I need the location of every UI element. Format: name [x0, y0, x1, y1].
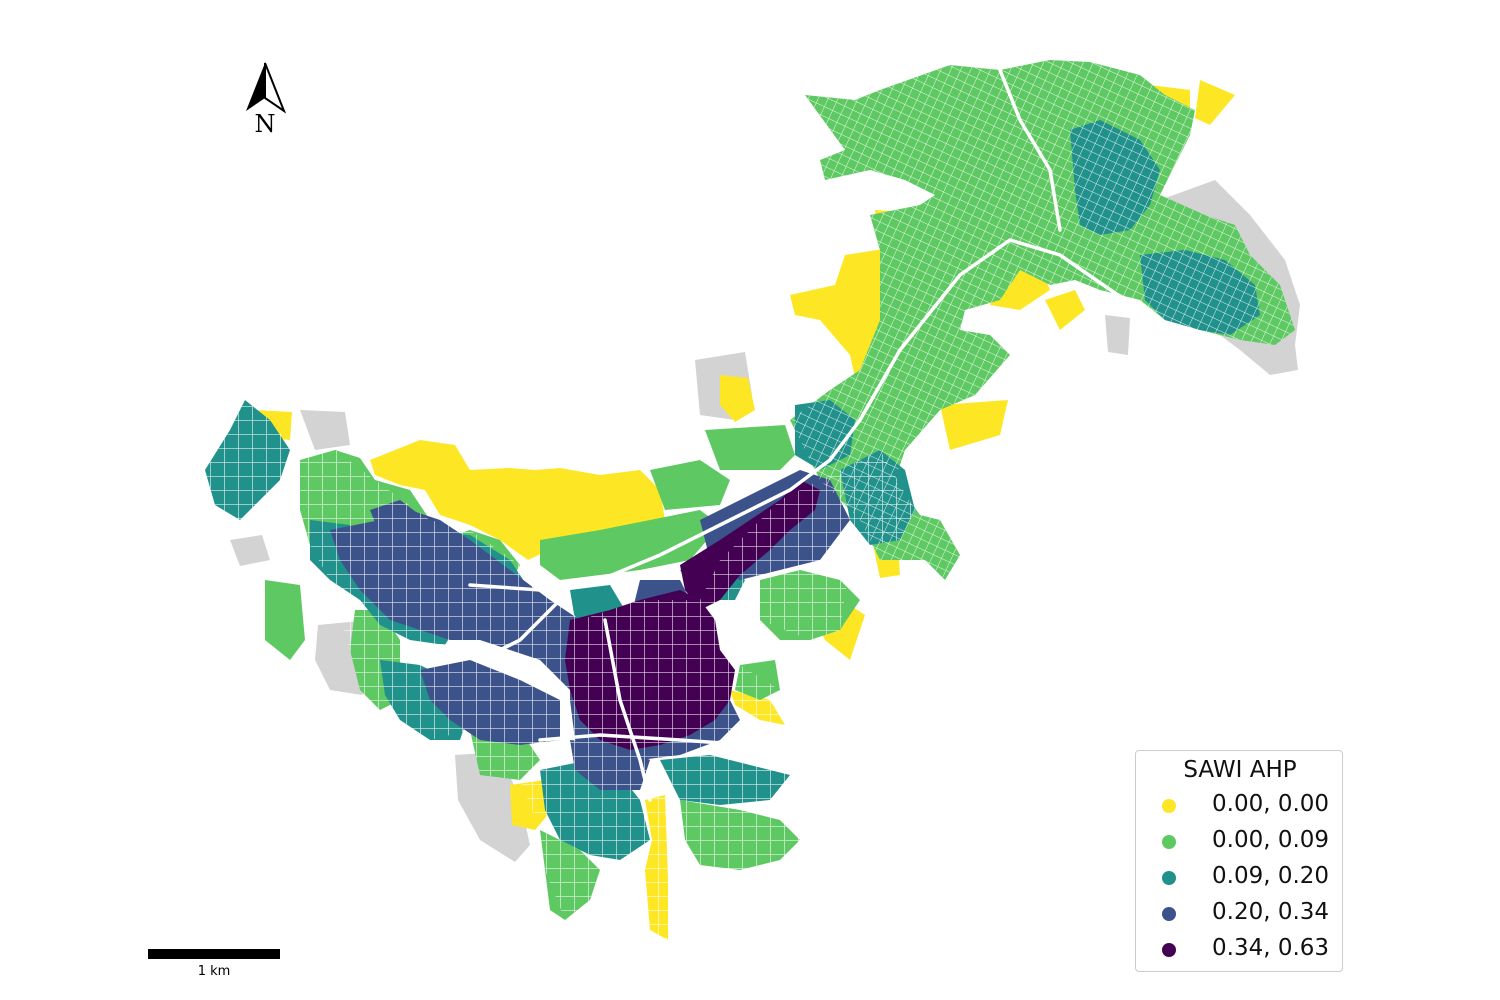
legend-item: 0.09, 0.20 [1162, 863, 1342, 893]
legend-swatch [1162, 871, 1176, 885]
no-data-area [1105, 315, 1130, 355]
legend-item: 0.00, 0.00 [1162, 791, 1342, 821]
yellow-area [940, 400, 1008, 450]
yellow-area [1195, 80, 1235, 125]
main-road [998, 68, 1062, 232]
light-green-area [650, 460, 730, 510]
north-arrow-icon [246, 62, 287, 114]
light-green-area [265, 580, 305, 660]
north-arrow: N [236, 58, 296, 140]
north-label: N [254, 110, 276, 138]
main-road [428, 598, 562, 662]
legend-swatch [1162, 943, 1176, 957]
main-road [468, 238, 1127, 592]
main-road [538, 733, 752, 747]
legend-item: 0.20, 0.34 [1162, 899, 1342, 929]
scale-bar-line [148, 949, 280, 959]
legend-label: 0.34, 0.63 [1212, 935, 1330, 961]
legend-title: SAWI AHP [1183, 757, 1297, 783]
legend-label: 0.09, 0.20 [1212, 863, 1330, 889]
legend-swatch [1162, 799, 1176, 813]
no-data-area [300, 410, 350, 450]
legend-label: 0.00, 0.00 [1212, 791, 1330, 817]
scale-bar-label: 1 km [197, 964, 231, 979]
scale-bar: 1 km [148, 949, 280, 979]
light-green-area [705, 425, 795, 470]
legend-item: 0.34, 0.63 [1162, 935, 1342, 965]
yellow-area [1045, 290, 1085, 330]
legend-label: 0.00, 0.09 [1212, 827, 1330, 853]
no-data-area [455, 752, 530, 862]
street-network [205, 60, 1295, 940]
legend-label: 0.20, 0.34 [1212, 899, 1330, 925]
legend-swatch [1162, 835, 1176, 849]
main-roads [428, 68, 1127, 802]
yellow-area [720, 375, 755, 422]
yellow-area [370, 440, 665, 560]
light-green-area [540, 510, 720, 580]
legend-item: 0.00, 0.09 [1162, 827, 1342, 857]
legend-swatch [1162, 907, 1176, 921]
no-data-area [230, 535, 270, 566]
legend: SAWI AHP 0.00, 0.00 0.00, 0.09 0.09, 0.2… [1135, 750, 1343, 972]
main-road [603, 618, 652, 802]
